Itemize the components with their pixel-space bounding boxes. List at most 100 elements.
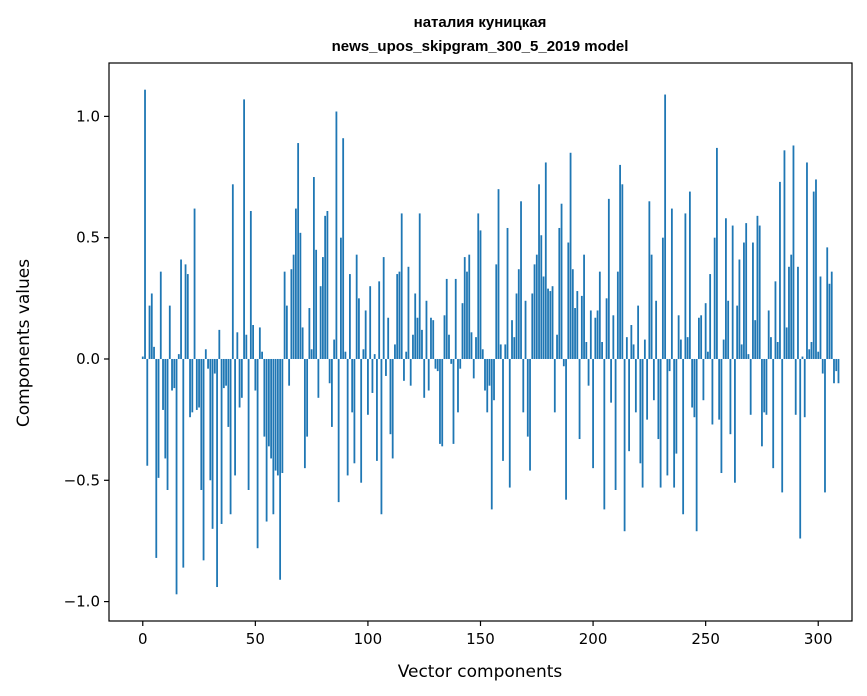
bar-component-147 [472,358,475,379]
bar-component-162 [506,227,509,359]
bar-component-166 [515,293,518,359]
bar-component-51 [256,358,259,549]
bar-component-154 [488,358,491,386]
y-tick-label: 0.0 [76,350,100,368]
bar-component-160 [502,358,504,461]
bar-component-122 [416,317,419,359]
bar-component-151 [481,349,484,359]
bar-component-135 [445,278,448,359]
bar-component-96 [358,298,360,359]
bar-component-164 [511,320,513,359]
bar-component-273 [756,215,759,359]
bar-component-197 [585,342,588,359]
bar-component-22 [191,358,194,413]
bar-component-153 [486,358,489,413]
bar-component-179 [544,162,547,359]
bar-component-59 [274,358,277,471]
bar-component-52 [258,327,261,359]
bar-component-73 [306,358,309,437]
bar-component-132 [439,358,441,444]
bar-component-34 [218,329,221,359]
bar-component-228 [655,300,658,359]
bar-component-31 [211,358,214,529]
bar-component-69 [297,143,300,359]
bar-component-263 [734,358,736,483]
bar-series [141,89,840,595]
bar-component-296 [808,349,811,359]
bar-component-177 [540,235,543,359]
bar-component-138 [452,358,455,444]
bar-component-37 [225,358,227,386]
bar-component-120 [412,334,414,359]
bar-component-287 [788,266,790,359]
bar-component-47 [247,358,250,490]
bar-component-36 [222,358,225,389]
bar-component-84 [331,358,333,427]
bar-component-236 [673,358,676,488]
bar-component-98 [362,349,365,359]
bar-component-126 [425,300,428,359]
x-axis-ticks: 0 50 100 150 200 250 300 [138,621,833,648]
bar-component-218 [632,344,635,359]
bar-component-79 [319,286,322,359]
bar-component-32 [213,358,216,374]
bar-component-46 [245,334,248,359]
bar-component-188 [565,358,567,500]
bar-component-90 [344,351,347,359]
bar-component-127 [427,358,430,391]
bar-component-200 [592,358,594,469]
bar-component-279 [770,337,772,359]
bar-component-66 [290,269,293,359]
bar-component-247 [698,317,700,359]
bar-component-232 [664,94,667,359]
bar-component-244 [691,358,694,408]
bar-component-163 [508,358,511,488]
bar-component-288 [790,254,793,359]
bar-component-183 [553,358,556,413]
bar-component-282 [776,342,779,359]
bar-component-261 [729,358,732,435]
bar-component-241 [684,213,687,359]
bar-component-75 [310,349,313,359]
bar-component-175 [535,254,538,359]
bar-component-2 [146,358,149,466]
bar-component-250 [704,303,707,359]
x-tick-label: 300 [804,630,833,648]
bar-component-205 [603,358,606,510]
bar-component-137 [450,358,453,364]
bar-component-83 [328,358,331,384]
bar-component-88 [340,237,342,359]
bar-component-56 [267,358,270,447]
bar-component-91 [346,358,349,476]
bar-component-225 [648,201,651,359]
bar-component-171 [526,358,529,437]
y-tick-label: −0.5 [64,471,100,489]
bar-component-268 [745,223,748,359]
bar-component-28 [204,349,207,359]
bar-component-158 [497,189,500,359]
bar-component-149 [477,213,480,359]
bar-component-254 [713,237,716,359]
y-tick-label: 1.0 [76,107,100,125]
bar-component-240 [682,358,685,515]
bar-component-294 [803,358,806,418]
bar-component-252 [709,274,712,359]
bar-component-276 [763,358,766,413]
bar-component-214 [623,358,626,532]
bar-component-293 [801,356,804,359]
bar-component-27 [202,358,205,561]
bar-component-116 [403,358,405,381]
bar-component-25 [198,358,200,408]
bar-component-21 [189,358,191,418]
bar-component-255 [716,147,718,359]
bar-component-114 [398,271,401,359]
bar-component-71 [301,327,304,359]
bar-component-102 [371,358,374,393]
bar-component-39 [229,358,232,515]
bar-component-106 [380,358,383,515]
bar-component-198 [587,358,590,386]
bar-component-264 [736,305,739,359]
bar-component-131 [436,358,439,372]
bar-component-115 [400,213,403,359]
